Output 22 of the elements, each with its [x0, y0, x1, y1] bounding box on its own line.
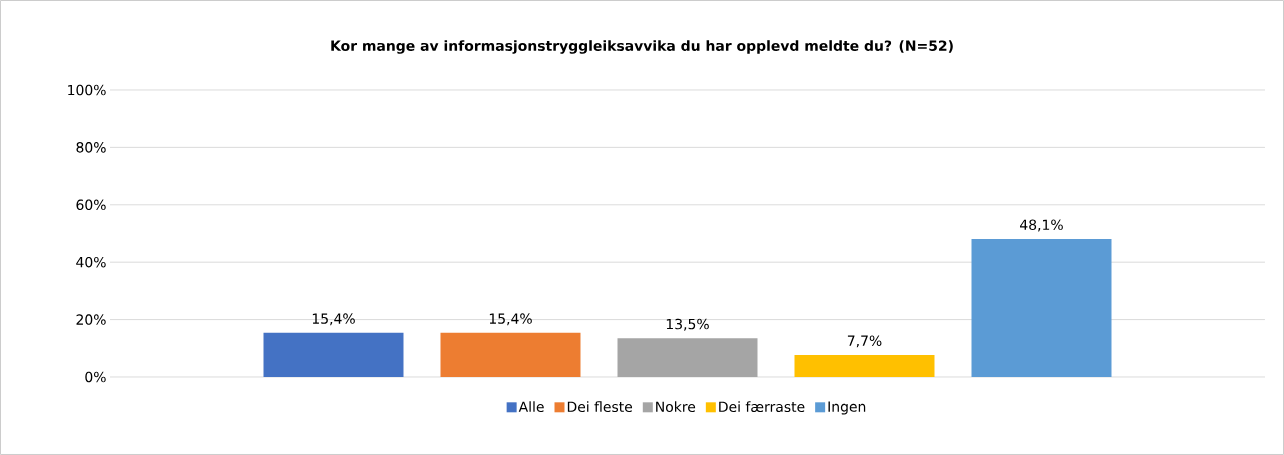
legend-label: Ingen	[828, 401, 866, 415]
bar	[617, 338, 758, 377]
bar	[794, 354, 935, 377]
y-tick-label: 40%	[76, 256, 106, 268]
y-tick-label: 80%	[76, 142, 106, 153]
data-label: 15,4%	[312, 313, 355, 326]
y-tick-label: 0%	[85, 371, 106, 383]
chart-title: Kor mange av informasjonstryggleiksavvika du har opplevd meldte du? (N=52)	[331, 40, 953, 54]
legend-label: Dei færraste	[719, 401, 805, 413]
data-label: 7,7%	[847, 335, 882, 348]
data-label: 15,4%	[489, 313, 532, 326]
bar	[440, 332, 581, 377]
legend-label: Dei fleste	[567, 401, 633, 413]
bar	[263, 332, 404, 377]
y-tick-label: 60%	[76, 199, 106, 211]
y-tick-label: 20%	[76, 314, 106, 325]
bar	[971, 238, 1112, 377]
legend-label: Nokre	[656, 401, 696, 413]
y-tick-label: 100%	[68, 84, 106, 96]
data-label: 13,5%	[666, 318, 709, 331]
data-label: 48,1%	[1020, 219, 1063, 232]
legend-label: Alle	[518, 401, 544, 413]
